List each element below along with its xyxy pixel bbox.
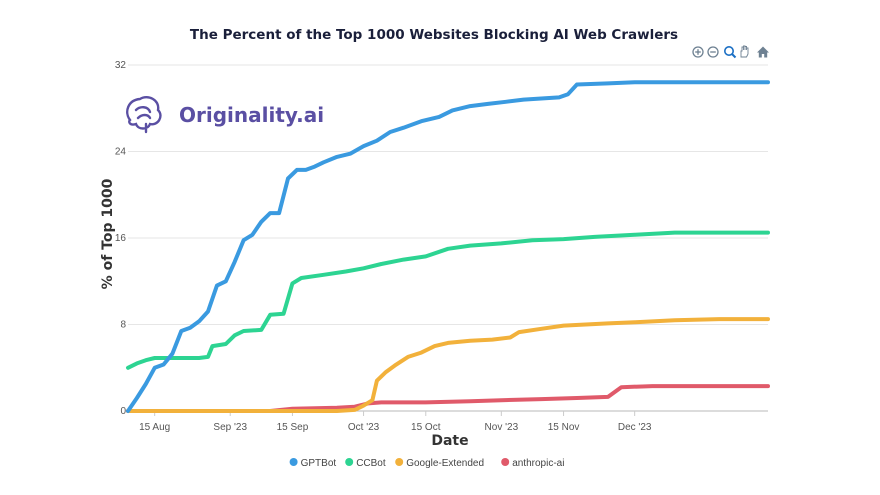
legend-label: CCBot xyxy=(356,458,386,469)
originality-logo: Originality.ai xyxy=(126,96,324,134)
x-axis-title: Date xyxy=(431,433,468,449)
legend-label: anthropic-ai xyxy=(512,458,564,469)
reset-home-icon[interactable] xyxy=(757,46,769,58)
brain-logo-icon xyxy=(126,96,162,134)
series-line-anthropic-ai[interactable] xyxy=(126,384,770,413)
series-line-gptbot[interactable] xyxy=(126,80,770,413)
y-tick-label: 0 xyxy=(120,406,126,417)
y-tick-label: 8 xyxy=(120,320,126,331)
y-tick-label: 24 xyxy=(115,147,127,158)
legend-marker xyxy=(289,458,298,466)
chart-title: The Percent of the Top 1000 Websites Blo… xyxy=(190,27,678,43)
legend-item-anthropic-ai[interactable]: anthropic-ai xyxy=(501,458,564,469)
legend-label: GPTBot xyxy=(301,458,337,469)
series-lines xyxy=(126,80,770,413)
chart-toolbar xyxy=(692,45,769,59)
zoom-in-icon[interactable] xyxy=(692,46,704,58)
series-line-google-extended[interactable] xyxy=(126,317,770,413)
x-tick-label: 15 Nov xyxy=(548,422,580,433)
selection-zoom-icon[interactable] xyxy=(724,46,737,59)
y-axis-ticks: 0 8 16 24 32 xyxy=(115,60,127,417)
x-tick-label: 15 Aug xyxy=(139,422,170,433)
x-tick-label: Oct '23 xyxy=(348,422,380,433)
x-tick-label: 15 Sep xyxy=(277,422,309,433)
zoom-out-icon[interactable] xyxy=(707,46,719,58)
legend-label: Google-Extended xyxy=(406,458,484,469)
legend-item-ccbot[interactable]: CCBot xyxy=(345,458,386,469)
legend-marker xyxy=(345,458,354,466)
pan-icon[interactable] xyxy=(740,45,749,58)
x-tick-label: Dec '23 xyxy=(618,422,652,433)
legend-item-gptbot[interactable]: GPTBot xyxy=(289,458,337,469)
x-axis-ticks: 15 Aug Sep '23 15 Sep Oct '23 15 Oct Nov '23 1… xyxy=(139,411,652,433)
y-tick-label: 16 xyxy=(115,233,127,244)
y-tick-label: 32 xyxy=(115,60,127,71)
legend-marker xyxy=(395,458,404,466)
series-line-ccbot[interactable] xyxy=(126,230,770,370)
legend-item-google-extended[interactable]: Google-Extended xyxy=(395,458,484,469)
x-tick-label: Sep '23 xyxy=(213,422,247,433)
legend-marker xyxy=(501,458,510,466)
x-tick-label: 15 Oct xyxy=(411,422,441,433)
logo-text: Originality.ai xyxy=(179,103,324,127)
x-tick-label: Nov '23 xyxy=(485,422,519,433)
legend: GPTBot CCBot Google-Extended anthropic-ai xyxy=(289,458,564,469)
y-axis-title: % of Top 1000 xyxy=(100,178,116,289)
